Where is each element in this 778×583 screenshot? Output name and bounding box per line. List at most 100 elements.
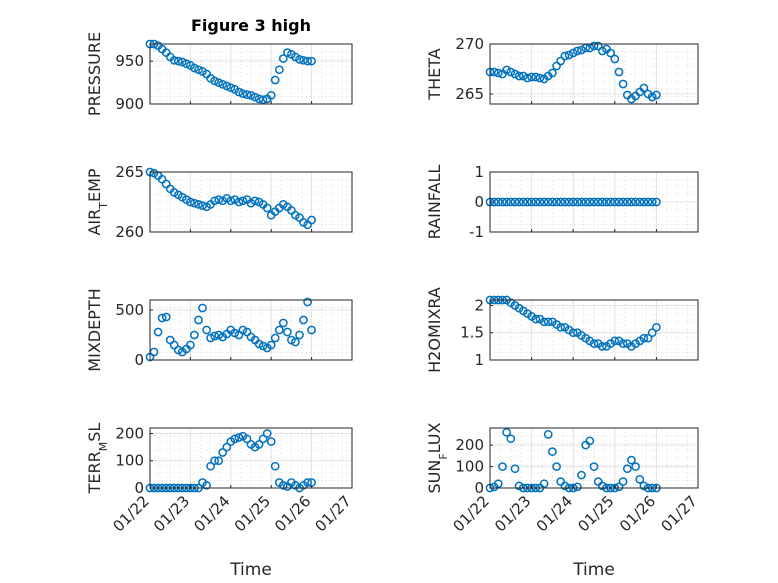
data-point — [506, 67, 516, 77]
data-point — [643, 333, 653, 343]
data-point — [631, 197, 640, 207]
data-point — [493, 68, 503, 78]
data-point — [618, 477, 628, 486]
data-point — [639, 83, 649, 93]
y-axis-label: THETA — [425, 48, 444, 100]
data-point — [589, 197, 599, 207]
data-point — [202, 325, 211, 335]
data-point — [186, 197, 195, 207]
data-point — [242, 90, 252, 99]
data-point — [274, 325, 284, 335]
data-point — [527, 197, 536, 207]
data-point — [214, 78, 224, 87]
data-point — [266, 340, 276, 350]
data-point — [234, 433, 244, 442]
data-point — [539, 197, 549, 207]
data-point — [307, 56, 316, 66]
data-point — [610, 54, 620, 64]
data-point — [585, 197, 595, 207]
data-point — [510, 464, 520, 474]
data-point — [218, 79, 228, 89]
data-point — [198, 201, 207, 210]
data-point — [198, 303, 207, 313]
y-tick-label: 265 — [115, 163, 144, 181]
data-point — [622, 197, 632, 207]
data-point — [278, 480, 288, 490]
data-point — [262, 429, 272, 438]
data-point — [548, 197, 557, 207]
data-point — [573, 197, 582, 207]
data-point — [614, 482, 624, 492]
data-point — [210, 76, 219, 86]
y-tick-label: 100 — [115, 452, 144, 470]
scatter-series — [485, 427, 661, 493]
y-tick-label: 500 — [115, 301, 144, 319]
data-point — [560, 197, 570, 207]
figure-title: Figure 3 high — [191, 16, 311, 35]
data-point — [303, 56, 312, 66]
data-point — [531, 314, 541, 324]
data-point — [291, 337, 300, 347]
data-point — [190, 330, 199, 340]
data-point — [652, 322, 661, 332]
data-point — [177, 57, 187, 67]
data-point — [194, 65, 203, 75]
data-point — [258, 95, 268, 105]
data-point — [502, 65, 511, 75]
data-point — [627, 197, 636, 207]
y-tick-label: 200 — [455, 436, 484, 454]
data-point — [299, 55, 308, 65]
data-point — [568, 48, 578, 58]
data-point — [194, 200, 203, 209]
data-point — [299, 315, 308, 325]
data-point — [210, 456, 219, 466]
data-point — [539, 317, 549, 327]
data-point — [618, 339, 628, 348]
axes-box — [149, 427, 353, 489]
data-point — [585, 436, 595, 446]
data-point — [589, 339, 599, 348]
y-axis-label: RAINFALL — [425, 165, 444, 240]
data-point — [250, 196, 260, 206]
data-point — [535, 197, 545, 207]
data-point — [518, 197, 528, 207]
data-point — [577, 470, 586, 480]
data-point — [238, 89, 248, 99]
data-point — [169, 55, 179, 65]
y-axis-label: PRESSURE — [85, 32, 104, 116]
data-point — [307, 215, 316, 225]
data-point — [597, 197, 607, 207]
subplot-h2omixra: 1 1.5 2 H2OMIXRA — [425, 287, 699, 373]
data-point — [597, 342, 607, 351]
scatter-series — [145, 297, 316, 362]
y-tick-label: 950 — [115, 52, 144, 70]
data-point — [510, 69, 520, 79]
data-point — [238, 325, 248, 335]
data-point — [173, 56, 183, 66]
data-point — [614, 197, 624, 207]
data-point — [226, 196, 236, 206]
data-point — [627, 455, 636, 465]
scatter-series — [485, 41, 661, 104]
data-point — [278, 318, 288, 328]
data-point — [266, 437, 276, 446]
data-point — [635, 197, 645, 207]
data-point — [589, 41, 599, 51]
data-point — [647, 92, 657, 102]
data-point — [556, 197, 566, 207]
data-point — [226, 83, 236, 93]
data-point — [206, 461, 215, 471]
data-point — [631, 462, 640, 471]
data-point — [647, 328, 657, 338]
data-point — [283, 327, 292, 337]
data-point — [593, 197, 603, 207]
data-point — [506, 434, 516, 444]
data-point — [597, 46, 607, 56]
data-point — [153, 327, 163, 337]
data-point — [560, 51, 570, 61]
y-tick-label: -1 — [469, 223, 484, 241]
data-point — [295, 330, 304, 340]
data-point — [182, 59, 191, 69]
